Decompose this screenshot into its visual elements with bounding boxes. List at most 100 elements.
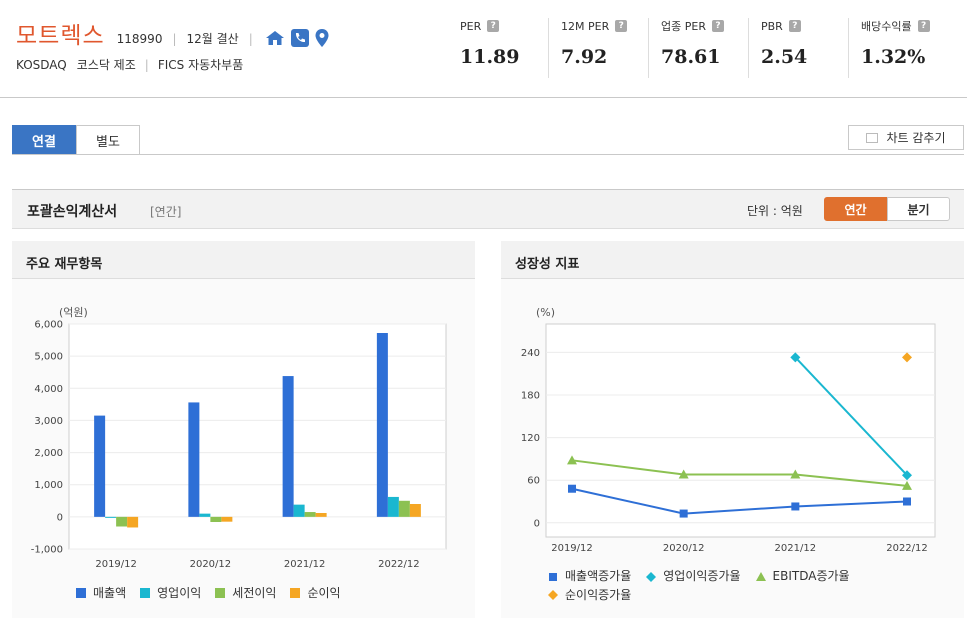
location-icon[interactable] — [315, 29, 329, 47]
panel-title: 성장성 지표 — [515, 257, 580, 272]
bar — [210, 516, 222, 522]
legend-item[interactable]: 영업이익 — [140, 584, 201, 601]
tab-consolidated[interactable]: 연결 — [12, 125, 76, 155]
legend-item[interactable]: 매출액 — [76, 584, 126, 601]
tab-separate[interactable]: 별도 — [76, 125, 140, 155]
data-point — [567, 455, 577, 465]
legend-item[interactable]: EBITDA증가율 — [753, 568, 850, 585]
metric-12m-per: 12M PER? 7.92 — [548, 18, 648, 78]
legend-item[interactable]: 세전이익 — [215, 584, 276, 601]
y-tick-label: -1,000 — [31, 545, 63, 556]
legend-item[interactable]: 순이익증가율 — [545, 587, 631, 604]
toggle-annual[interactable]: 연간 — [824, 197, 887, 221]
legend-swatch — [548, 590, 558, 600]
chart-legend: 매출액 영업이익 세전이익 순이익 — [76, 584, 355, 601]
market-name: KOSDAQ — [16, 57, 67, 72]
y-tick-label: 240 — [521, 348, 540, 359]
metric-value: 2.54 — [761, 46, 808, 68]
data-point — [646, 571, 657, 582]
metric-value: 11.89 — [460, 46, 520, 68]
bar — [94, 415, 106, 517]
bar — [387, 496, 399, 517]
company-code: 118990 — [116, 32, 163, 46]
home-icon[interactable] — [265, 30, 285, 46]
x-tick-label: 2022/12 — [886, 543, 928, 554]
legend-label: 영업이익증가율 — [663, 569, 741, 583]
metric-value: 7.92 — [561, 46, 608, 68]
hide-chart-button[interactable]: 차트 감추기 — [848, 125, 964, 150]
help-icon[interactable]: ? — [788, 20, 801, 32]
data-point — [679, 509, 688, 518]
y-tick-label: 1,000 — [34, 480, 63, 491]
legend-item[interactable]: 순이익 — [290, 584, 341, 601]
legend-item[interactable]: 영업이익증가율 — [643, 568, 741, 585]
financial-items-panel: 주요 재무항목 (억원) -1,000 0 1,000 2,000 3,000 4,000 5… — [12, 241, 475, 618]
legend-label: EBITDA증가율 — [772, 569, 850, 583]
y-tick-label: 3,000 — [34, 416, 63, 427]
legend-label: 순이익 — [307, 586, 341, 600]
legend-label: 세전이익 — [232, 586, 277, 600]
data-point — [678, 469, 689, 479]
chart-toggle-icon — [866, 132, 879, 143]
help-icon[interactable]: ? — [487, 20, 500, 32]
bar — [127, 516, 139, 528]
bar — [293, 504, 305, 517]
data-point — [903, 497, 911, 506]
x-tick-label: 2020/12 — [663, 543, 705, 554]
market-sector: 코스닥 제조 — [76, 58, 136, 72]
section-header: 포괄손익계산서 [연간] 단위 : 억원 연간 분기 — [12, 189, 964, 229]
y-tick-label: 120 — [521, 433, 540, 444]
metric-label: 배당수익률 — [861, 20, 912, 33]
metric-dividend-yield: 배당수익률? 1.32% — [848, 18, 948, 78]
bar — [304, 512, 316, 517]
help-icon[interactable]: ? — [711, 20, 724, 32]
y-tick-label: 60 — [527, 476, 540, 487]
bar — [398, 500, 410, 517]
divider: | — [172, 32, 177, 46]
metric-per: PER? 11.89 — [448, 18, 548, 78]
x-tick-label: 2021/12 — [775, 543, 817, 554]
metric-sector-per: 업종 PER? 78.61 — [648, 18, 748, 78]
panel-header: 주요 재무항목 — [12, 241, 475, 279]
unit-label: 단위 : 억원 — [747, 204, 803, 218]
legend-item[interactable]: 매출액증가율 — [545, 568, 631, 585]
y-axis-label: (%) — [536, 306, 555, 319]
fics-sector: FICS 자동차부품 — [157, 58, 244, 72]
phone-icon[interactable] — [290, 29, 309, 47]
financial-bar-chart: (억원) -1,000 0 1,000 2,000 3,000 4,000 5,000 6,00… — [31, 306, 447, 570]
data-point — [549, 572, 557, 581]
data-point — [791, 502, 800, 511]
metric-label: 12M PER — [561, 19, 610, 33]
help-icon[interactable]: ? — [917, 20, 930, 32]
help-icon[interactable]: ? — [615, 20, 628, 32]
x-tick-label: 2019/12 — [95, 559, 137, 570]
divider: | — [248, 32, 253, 46]
bar — [116, 516, 128, 527]
y-tick-label: 180 — [521, 391, 540, 402]
legend-label: 매출액 — [93, 586, 127, 600]
company-header: 모트렉스 118990 | 12월 결산 | KOSDAQ 코스닥 제조 | F… — [0, 0, 967, 98]
growth-indicators-panel: 성장성 지표 (%) 0 60 120 180 240 2019/12 2020/12 2021… — [501, 241, 964, 618]
metric-pbr: PBR? 2.54 — [748, 18, 848, 78]
bar — [282, 376, 294, 517]
data-point — [548, 590, 558, 600]
toggle-quarterly[interactable]: 분기 — [887, 197, 950, 221]
y-tick-label: 6,000 — [34, 320, 63, 331]
metric-value: 78.61 — [661, 46, 721, 68]
market-info: KOSDAQ 코스닥 제조 | FICS 자동차부품 — [16, 56, 243, 73]
x-tick-label: 2020/12 — [190, 559, 232, 570]
series-line — [794, 356, 908, 476]
bar — [376, 333, 388, 517]
y-axis-label: (억원) — [59, 306, 88, 319]
hide-chart-label: 차트 감추기 — [886, 131, 946, 145]
data-point — [790, 469, 801, 479]
y-tick-label: 4,000 — [34, 384, 63, 395]
statement-tabs: 연결 별도 — [12, 125, 140, 155]
y-tick-label: 0 — [57, 512, 63, 523]
settlement-month: 12월 결산 — [186, 32, 239, 46]
y-tick-label: 2,000 — [34, 448, 63, 459]
plot-area — [545, 323, 936, 538]
bar — [105, 516, 117, 518]
panel-title: 주요 재무항목 — [26, 257, 103, 272]
